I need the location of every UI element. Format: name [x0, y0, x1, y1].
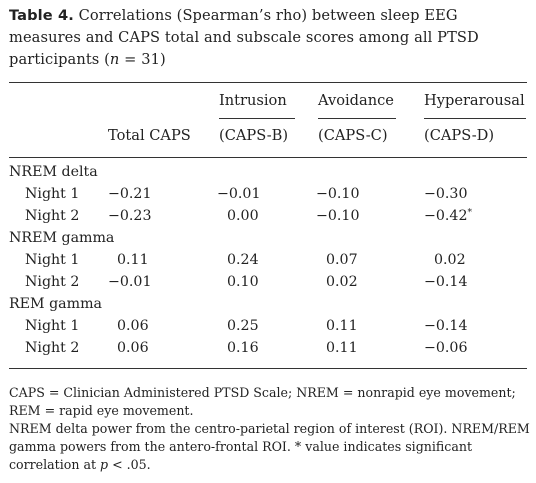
cell-hyperarousal: 0.02 — [434, 252, 466, 268]
table-footnotes: CAPS = Clinician Administered PTSD Scale… — [9, 384, 531, 474]
section-title: NREM gamma — [9, 230, 115, 246]
cell-total: 0.11 — [117, 252, 149, 268]
n-symbol: n — [109, 51, 120, 68]
cell-intrusion: −0.01 — [217, 186, 261, 202]
header-caps-c: (CAPS-C) — [318, 127, 388, 144]
header-avoidance: Avoidance — [318, 92, 394, 109]
bottom-rule — [9, 368, 527, 369]
header-caps-b: (CAPS-B) — [219, 127, 289, 144]
row-label: Night 2 — [25, 208, 80, 224]
significance-mark: * — [467, 208, 472, 218]
cell-avoidance: 0.02 — [326, 274, 358, 290]
n-value: = 31) — [119, 51, 166, 68]
cell-intrusion: 0.10 — [227, 274, 259, 290]
cell-total: −0.21 — [108, 186, 152, 202]
cell-hyperarousal: −0.42* — [424, 208, 472, 224]
table-label: Table 4. — [9, 7, 74, 24]
cell-intrusion: 0.00 — [227, 208, 259, 224]
avoidance-underline — [318, 118, 396, 119]
cell-intrusion: 0.16 — [227, 340, 259, 356]
cell-total: −0.01 — [108, 274, 152, 290]
section-title: REM gamma — [9, 296, 102, 312]
row-label: Night 1 — [25, 252, 80, 268]
cell-hyperarousal: −0.30 — [424, 186, 468, 202]
p-symbol: p — [100, 457, 109, 472]
cell-avoidance: 0.11 — [326, 340, 358, 356]
header-intrusion: Intrusion — [219, 92, 287, 109]
row-label: Night 2 — [25, 274, 80, 290]
cell-avoidance: −0.10 — [316, 208, 360, 224]
roi-note-text: NREM delta power from the centro-parieta… — [9, 421, 530, 472]
cell-total: −0.23 — [108, 208, 152, 224]
row-label: Night 1 — [25, 186, 80, 202]
cell-avoidance: 0.07 — [326, 252, 358, 268]
roi-note: NREM delta power from the centro-parieta… — [9, 420, 531, 474]
p-threshold: < .05. — [108, 457, 151, 472]
cell-total: 0.06 — [117, 318, 149, 334]
row-label: Night 2 — [25, 340, 80, 356]
section-title: NREM delta — [9, 164, 98, 180]
intrusion-underline — [219, 118, 295, 119]
cell-total: 0.06 — [117, 340, 149, 356]
caption-text: Correlations (Spearman’s rho) between sl… — [9, 7, 479, 68]
cell-hyperarousal: −0.06 — [424, 340, 468, 356]
hyperarousal-underline — [424, 118, 526, 119]
cell-hyperarousal: −0.14 — [424, 274, 468, 290]
cell-intrusion: 0.25 — [227, 318, 259, 334]
header-hyperarousal: Hyperarousal — [424, 92, 525, 109]
abbreviations-note: CAPS = Clinician Administered PTSD Scale… — [9, 385, 516, 418]
table-caption: Table 4. Correlations (Spearman’s rho) b… — [9, 5, 529, 71]
hyperarousal-value: −0.42 — [424, 208, 468, 224]
cell-intrusion: 0.24 — [227, 252, 259, 268]
cell-avoidance: −0.10 — [316, 186, 360, 202]
header-rule — [9, 157, 527, 158]
top-rule — [9, 82, 527, 83]
cell-hyperarousal: −0.14 — [424, 318, 468, 334]
header-caps-d: (CAPS-D) — [424, 127, 495, 144]
row-label: Night 1 — [25, 318, 80, 334]
header-total-caps: Total CAPS — [108, 127, 191, 144]
cell-avoidance: 0.11 — [326, 318, 358, 334]
